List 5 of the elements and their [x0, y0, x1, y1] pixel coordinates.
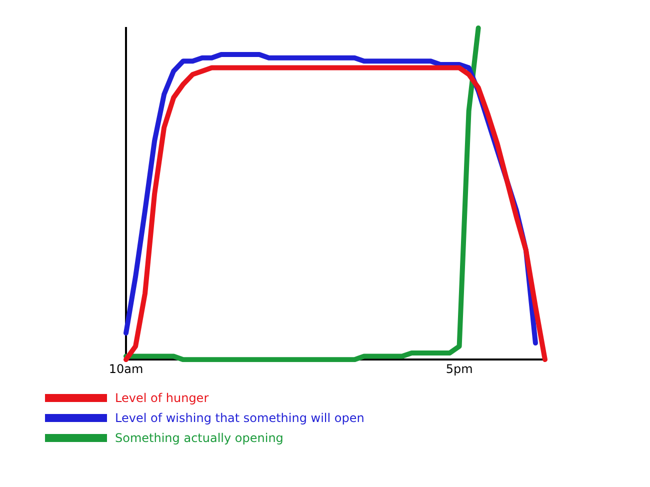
text: Level of hunger [115, 391, 209, 405]
text: Level of wishing that something will open [115, 411, 364, 425]
text: Something actually opening [115, 431, 284, 445]
x-tick-label: 10am [108, 362, 144, 376]
x-tick-label: 5pm [446, 362, 473, 376]
